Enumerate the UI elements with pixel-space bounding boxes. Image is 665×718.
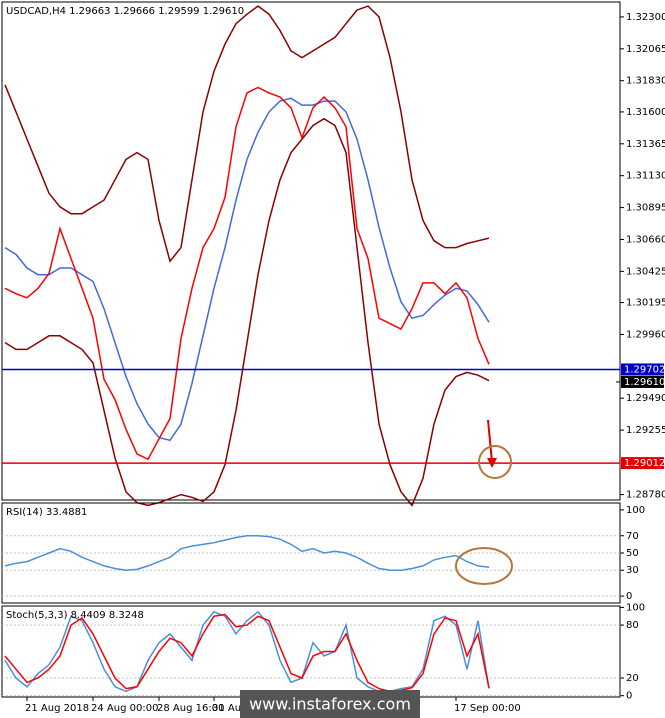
y-tick-label: 100 [626, 505, 645, 516]
series-line [4, 610, 490, 693]
y-tick-label: 1.29960 [626, 329, 665, 340]
y-tick-label: 70 [626, 531, 639, 542]
level-label-box [621, 457, 664, 470]
arrow-head [487, 458, 497, 468]
y-tick-label: 1.28780 [626, 490, 665, 501]
y-tick-label: 50 [626, 548, 639, 559]
panel-title: USDCAD,H4 1.29663 1.29666 1.29599 1.2961… [6, 6, 244, 17]
y-tick-label: 1.30425 [626, 266, 665, 277]
y-tick-label: 0 [626, 591, 632, 602]
series-line [4, 5, 490, 263]
x-tick-label: 28 Aug 16:00 [157, 703, 224, 714]
x-tick-label: 24 Aug 00:00 [91, 703, 158, 714]
arrow [487, 419, 493, 463]
level-label-box [621, 363, 664, 376]
y-tick-label: 1.30660 [626, 234, 665, 245]
annotation-circle [478, 445, 512, 479]
series-line [4, 97, 490, 442]
y-tick-label: 1.31830 [626, 76, 665, 87]
panel-frame [1, 1, 621, 501]
current-price-box [621, 375, 664, 388]
y-tick-label: 100 [626, 602, 645, 613]
y-tick-label: 0 [626, 691, 632, 702]
y-tick-label: 20 [626, 673, 639, 684]
current-price-label: 1.29610 [624, 377, 665, 388]
panel-title: Stoch(5,3,3) 8.4409 8.3248 [6, 610, 144, 621]
level-label: 1.29012 [624, 458, 665, 469]
y-tick-label: 1.31130 [626, 171, 665, 182]
y-tick-label: 1.32300 [626, 12, 665, 23]
watermark: www.instaforex.com [249, 695, 411, 714]
series-line [4, 613, 490, 693]
series-line [4, 117, 490, 507]
y-tick-label: 1.29490 [626, 393, 665, 404]
y-tick-label: 1.30895 [626, 203, 665, 214]
y-tick-label: 1.29255 [626, 425, 665, 436]
y-tick-label: 1.32065 [626, 44, 665, 55]
y-tick-label: 30 [626, 565, 639, 576]
panel-title: RSI(14) 33.4881 [6, 507, 87, 518]
x-tick-label: 17 Sep 00:00 [454, 703, 521, 714]
x-tick-label: 21 Aug 2018 [25, 703, 89, 714]
y-tick-label: 1.31600 [626, 107, 665, 118]
annotation-ellipse [455, 547, 513, 585]
y-tick-label: 80 [626, 620, 639, 631]
series-line [4, 535, 490, 571]
watermark-box [240, 690, 420, 718]
y-tick-label: 1.31365 [626, 139, 665, 150]
series-line [4, 86, 490, 461]
y-tick-label: 1.30195 [626, 298, 665, 309]
level-label: 1.29702 [624, 364, 665, 375]
